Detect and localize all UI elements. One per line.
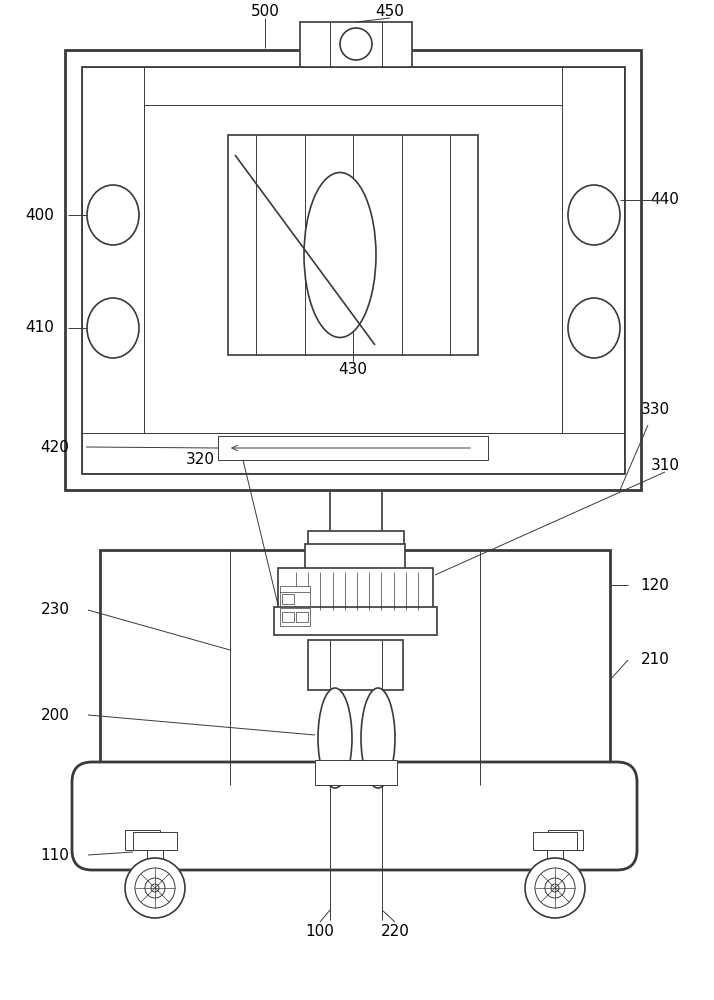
Bar (133, 832, 177, 850)
Text: 500: 500 (251, 4, 279, 19)
Ellipse shape (145, 878, 165, 898)
Text: 110: 110 (41, 848, 69, 862)
Ellipse shape (125, 858, 185, 918)
Bar (562, 67, 624, 473)
Ellipse shape (568, 298, 620, 358)
Bar (125, 830, 160, 850)
Bar (82, 67, 144, 473)
Ellipse shape (361, 688, 395, 788)
Bar (282, 612, 294, 622)
Bar (280, 586, 310, 606)
Bar (82, 67, 624, 105)
Text: 220: 220 (381, 924, 409, 940)
Bar (305, 544, 405, 570)
Text: 430: 430 (338, 362, 368, 377)
Bar (282, 594, 294, 604)
Text: 200: 200 (41, 708, 69, 722)
Bar (82, 67, 624, 473)
Ellipse shape (304, 172, 376, 338)
Ellipse shape (535, 868, 575, 908)
Ellipse shape (525, 858, 585, 918)
Bar (100, 550, 610, 785)
Ellipse shape (545, 878, 565, 898)
Ellipse shape (135, 868, 175, 908)
Ellipse shape (340, 28, 372, 60)
Text: 420: 420 (41, 440, 69, 454)
Bar (65, 50, 641, 490)
Bar (300, 22, 412, 67)
Bar (280, 608, 310, 626)
Text: 120: 120 (640, 578, 670, 592)
Bar (218, 436, 488, 460)
Ellipse shape (87, 298, 139, 358)
Bar (308, 531, 404, 545)
Text: 230: 230 (41, 602, 69, 617)
Text: 210: 210 (640, 652, 670, 668)
Text: 310: 310 (650, 458, 680, 473)
Bar (315, 760, 397, 785)
Text: 440: 440 (650, 192, 680, 208)
Ellipse shape (318, 688, 352, 788)
Ellipse shape (87, 185, 139, 245)
Bar (308, 640, 403, 690)
Ellipse shape (568, 185, 620, 245)
FancyBboxPatch shape (273, 605, 438, 660)
Bar (274, 607, 437, 635)
Bar (296, 612, 308, 622)
Text: 100: 100 (306, 924, 334, 940)
Ellipse shape (151, 884, 159, 892)
FancyBboxPatch shape (72, 762, 637, 870)
Bar (548, 830, 583, 850)
Bar (228, 135, 478, 355)
Bar (278, 568, 433, 612)
Bar (82, 433, 624, 473)
Text: 410: 410 (26, 320, 54, 336)
Text: 320: 320 (186, 452, 214, 468)
Text: 450: 450 (376, 4, 404, 19)
Ellipse shape (551, 884, 559, 892)
Text: 400: 400 (26, 208, 54, 223)
Bar (533, 832, 577, 850)
Bar (144, 105, 562, 473)
Text: 330: 330 (640, 402, 670, 418)
